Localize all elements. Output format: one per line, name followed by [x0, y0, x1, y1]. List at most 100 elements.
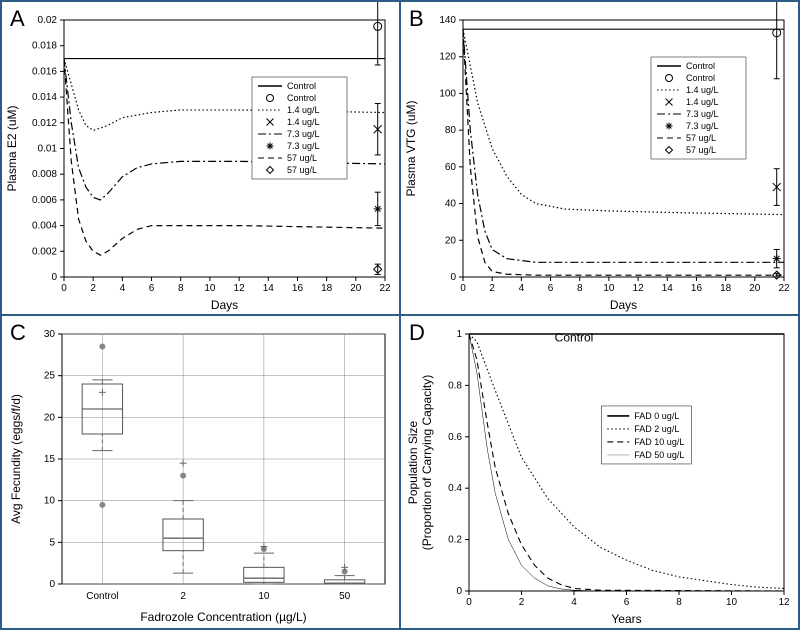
- svg-text:15: 15: [44, 454, 56, 465]
- svg-text:22: 22: [379, 283, 391, 294]
- svg-text:0.02: 0.02: [38, 15, 58, 26]
- panel-c-chart: 0 5 10 15 20 25 30 Control 2 10 50 Fadrozole Concen…: [2, 316, 400, 629]
- svg-text:4: 4: [519, 283, 525, 294]
- panel-d-label: D: [409, 320, 425, 346]
- svg-text:0.006: 0.006: [32, 195, 57, 206]
- svg-text:6: 6: [624, 597, 630, 608]
- svg-text:18: 18: [720, 283, 732, 294]
- svg-text:10: 10: [726, 597, 738, 608]
- panel-b-label: B: [409, 6, 424, 32]
- svg-text:0: 0: [49, 579, 55, 590]
- svg-text:0: 0: [61, 283, 67, 294]
- svg-text:0.016: 0.016: [32, 66, 57, 77]
- svg-text:0.002: 0.002: [32, 246, 57, 257]
- svg-text:Days: Days: [211, 298, 238, 312]
- svg-text:0.2: 0.2: [448, 535, 462, 546]
- svg-text:8: 8: [577, 283, 583, 294]
- panel-d: D 0 2 4 6 8 10 12 0 0.2 0.4 0.6 0.8 1 Years Population…: [400, 315, 799, 629]
- svg-text:Plasma VTG (uM): Plasma VTG (uM): [404, 100, 418, 196]
- svg-text:0.6: 0.6: [448, 432, 462, 443]
- svg-text:60: 60: [445, 162, 457, 173]
- svg-text:57 ug/L: 57 ug/L: [686, 133, 716, 143]
- svg-text:14: 14: [662, 283, 674, 294]
- svg-text:12: 12: [778, 597, 790, 608]
- svg-text:0: 0: [450, 272, 456, 283]
- svg-text:Avg Fecundity (eggs/f/d): Avg Fecundity (eggs/f/d): [9, 394, 23, 524]
- svg-text:4: 4: [120, 283, 126, 294]
- svg-text:0.004: 0.004: [32, 221, 57, 232]
- panel-a-chart: 024681012141618202200.0020.0040.0060.008…: [2, 2, 400, 315]
- svg-text:25: 25: [44, 371, 56, 382]
- svg-text:12: 12: [234, 283, 246, 294]
- svg-text:7.3 ug/L: 7.3 ug/L: [686, 121, 719, 131]
- svg-text:0.014: 0.014: [32, 92, 57, 103]
- svg-text:6: 6: [548, 283, 554, 294]
- svg-text:Fadrozole Concentration (µg/L): Fadrozole Concentration (µg/L): [140, 610, 306, 624]
- svg-text:20: 20: [749, 283, 761, 294]
- svg-text:20: 20: [350, 283, 362, 294]
- panel-d-chart: 0 2 4 6 8 10 12 0 0.2 0.4 0.6 0.8 1 Years Population S…: [401, 316, 799, 629]
- svg-text:Control: Control: [686, 73, 715, 83]
- svg-text:80: 80: [445, 125, 457, 136]
- svg-text:Control: Control: [287, 93, 316, 103]
- svg-text:2: 2: [90, 283, 96, 294]
- svg-text:1.4 ug/L: 1.4 ug/L: [686, 85, 719, 95]
- svg-text:FAD 50 ug/L: FAD 50 ug/L: [634, 450, 684, 460]
- svg-text:18: 18: [321, 283, 333, 294]
- svg-text:0: 0: [466, 597, 472, 608]
- panel-c-label: C: [10, 320, 26, 346]
- panel-b-chart: 0246810121416182022020406080100120140Day…: [401, 2, 799, 315]
- svg-text:0.4: 0.4: [448, 483, 462, 494]
- panel-a-label: A: [10, 6, 25, 32]
- svg-text:0.01: 0.01: [38, 144, 58, 155]
- svg-text:Control: Control: [555, 331, 594, 345]
- svg-text:1.4 ug/L: 1.4 ug/L: [686, 97, 719, 107]
- svg-text:5: 5: [49, 537, 55, 548]
- svg-text:0: 0: [51, 272, 57, 283]
- svg-text:10: 10: [258, 591, 270, 602]
- svg-text:50: 50: [339, 591, 351, 602]
- svg-text:120: 120: [439, 52, 456, 63]
- svg-text:Plasma E2 (uM): Plasma E2 (uM): [5, 105, 19, 191]
- svg-text:8: 8: [676, 597, 682, 608]
- svg-text:14: 14: [263, 283, 275, 294]
- svg-text:30: 30: [44, 329, 56, 340]
- svg-text:10: 10: [44, 496, 56, 507]
- svg-text:57 ug/L: 57 ug/L: [287, 153, 317, 163]
- svg-text:2: 2: [180, 591, 186, 602]
- svg-text:4: 4: [571, 597, 577, 608]
- svg-text:1.4 ug/L: 1.4 ug/L: [287, 117, 320, 127]
- svg-text:16: 16: [691, 283, 703, 294]
- svg-text:0.008: 0.008: [32, 169, 57, 180]
- svg-text:0.012: 0.012: [32, 118, 57, 129]
- svg-text:12: 12: [633, 283, 645, 294]
- svg-text:Control: Control: [86, 591, 118, 602]
- svg-text:20: 20: [445, 235, 457, 246]
- svg-text:100: 100: [439, 88, 456, 99]
- svg-text:0: 0: [456, 586, 462, 597]
- svg-text:FAD 0 ug/L: FAD 0 ug/L: [634, 411, 679, 421]
- svg-text:6: 6: [149, 283, 155, 294]
- svg-text:8: 8: [178, 283, 184, 294]
- svg-text:Years: Years: [611, 612, 641, 626]
- svg-text:1: 1: [456, 329, 462, 340]
- svg-text:20: 20: [44, 412, 56, 423]
- svg-text:22: 22: [778, 283, 790, 294]
- svg-text:0.018: 0.018: [32, 41, 57, 52]
- svg-text:7.3 ug/L: 7.3 ug/L: [287, 129, 320, 139]
- svg-text:2: 2: [489, 283, 495, 294]
- svg-text:Control: Control: [686, 61, 715, 71]
- svg-text:57 ug/L: 57 ug/L: [686, 145, 716, 155]
- svg-text:2: 2: [519, 597, 525, 608]
- panel-c: C 0 5 10 15 20 25 30 Control 2 10 50 Fadrozole Conc…: [1, 315, 400, 629]
- svg-text:Control: Control: [287, 81, 316, 91]
- svg-text:140: 140: [439, 15, 456, 26]
- svg-text:Population Size: Population Size: [406, 420, 420, 504]
- svg-text:7.3 ug/L: 7.3 ug/L: [287, 141, 320, 151]
- panel-a: A 024681012141618202200.0020.0040.0060.0…: [1, 1, 400, 315]
- svg-text:FAD 2 ug/L: FAD 2 ug/L: [634, 424, 679, 434]
- svg-text:Days: Days: [610, 298, 637, 312]
- svg-text:FAD 10 ug/L: FAD 10 ug/L: [634, 437, 684, 447]
- svg-text:7.3 ug/L: 7.3 ug/L: [686, 109, 719, 119]
- svg-text:0.8: 0.8: [448, 380, 462, 391]
